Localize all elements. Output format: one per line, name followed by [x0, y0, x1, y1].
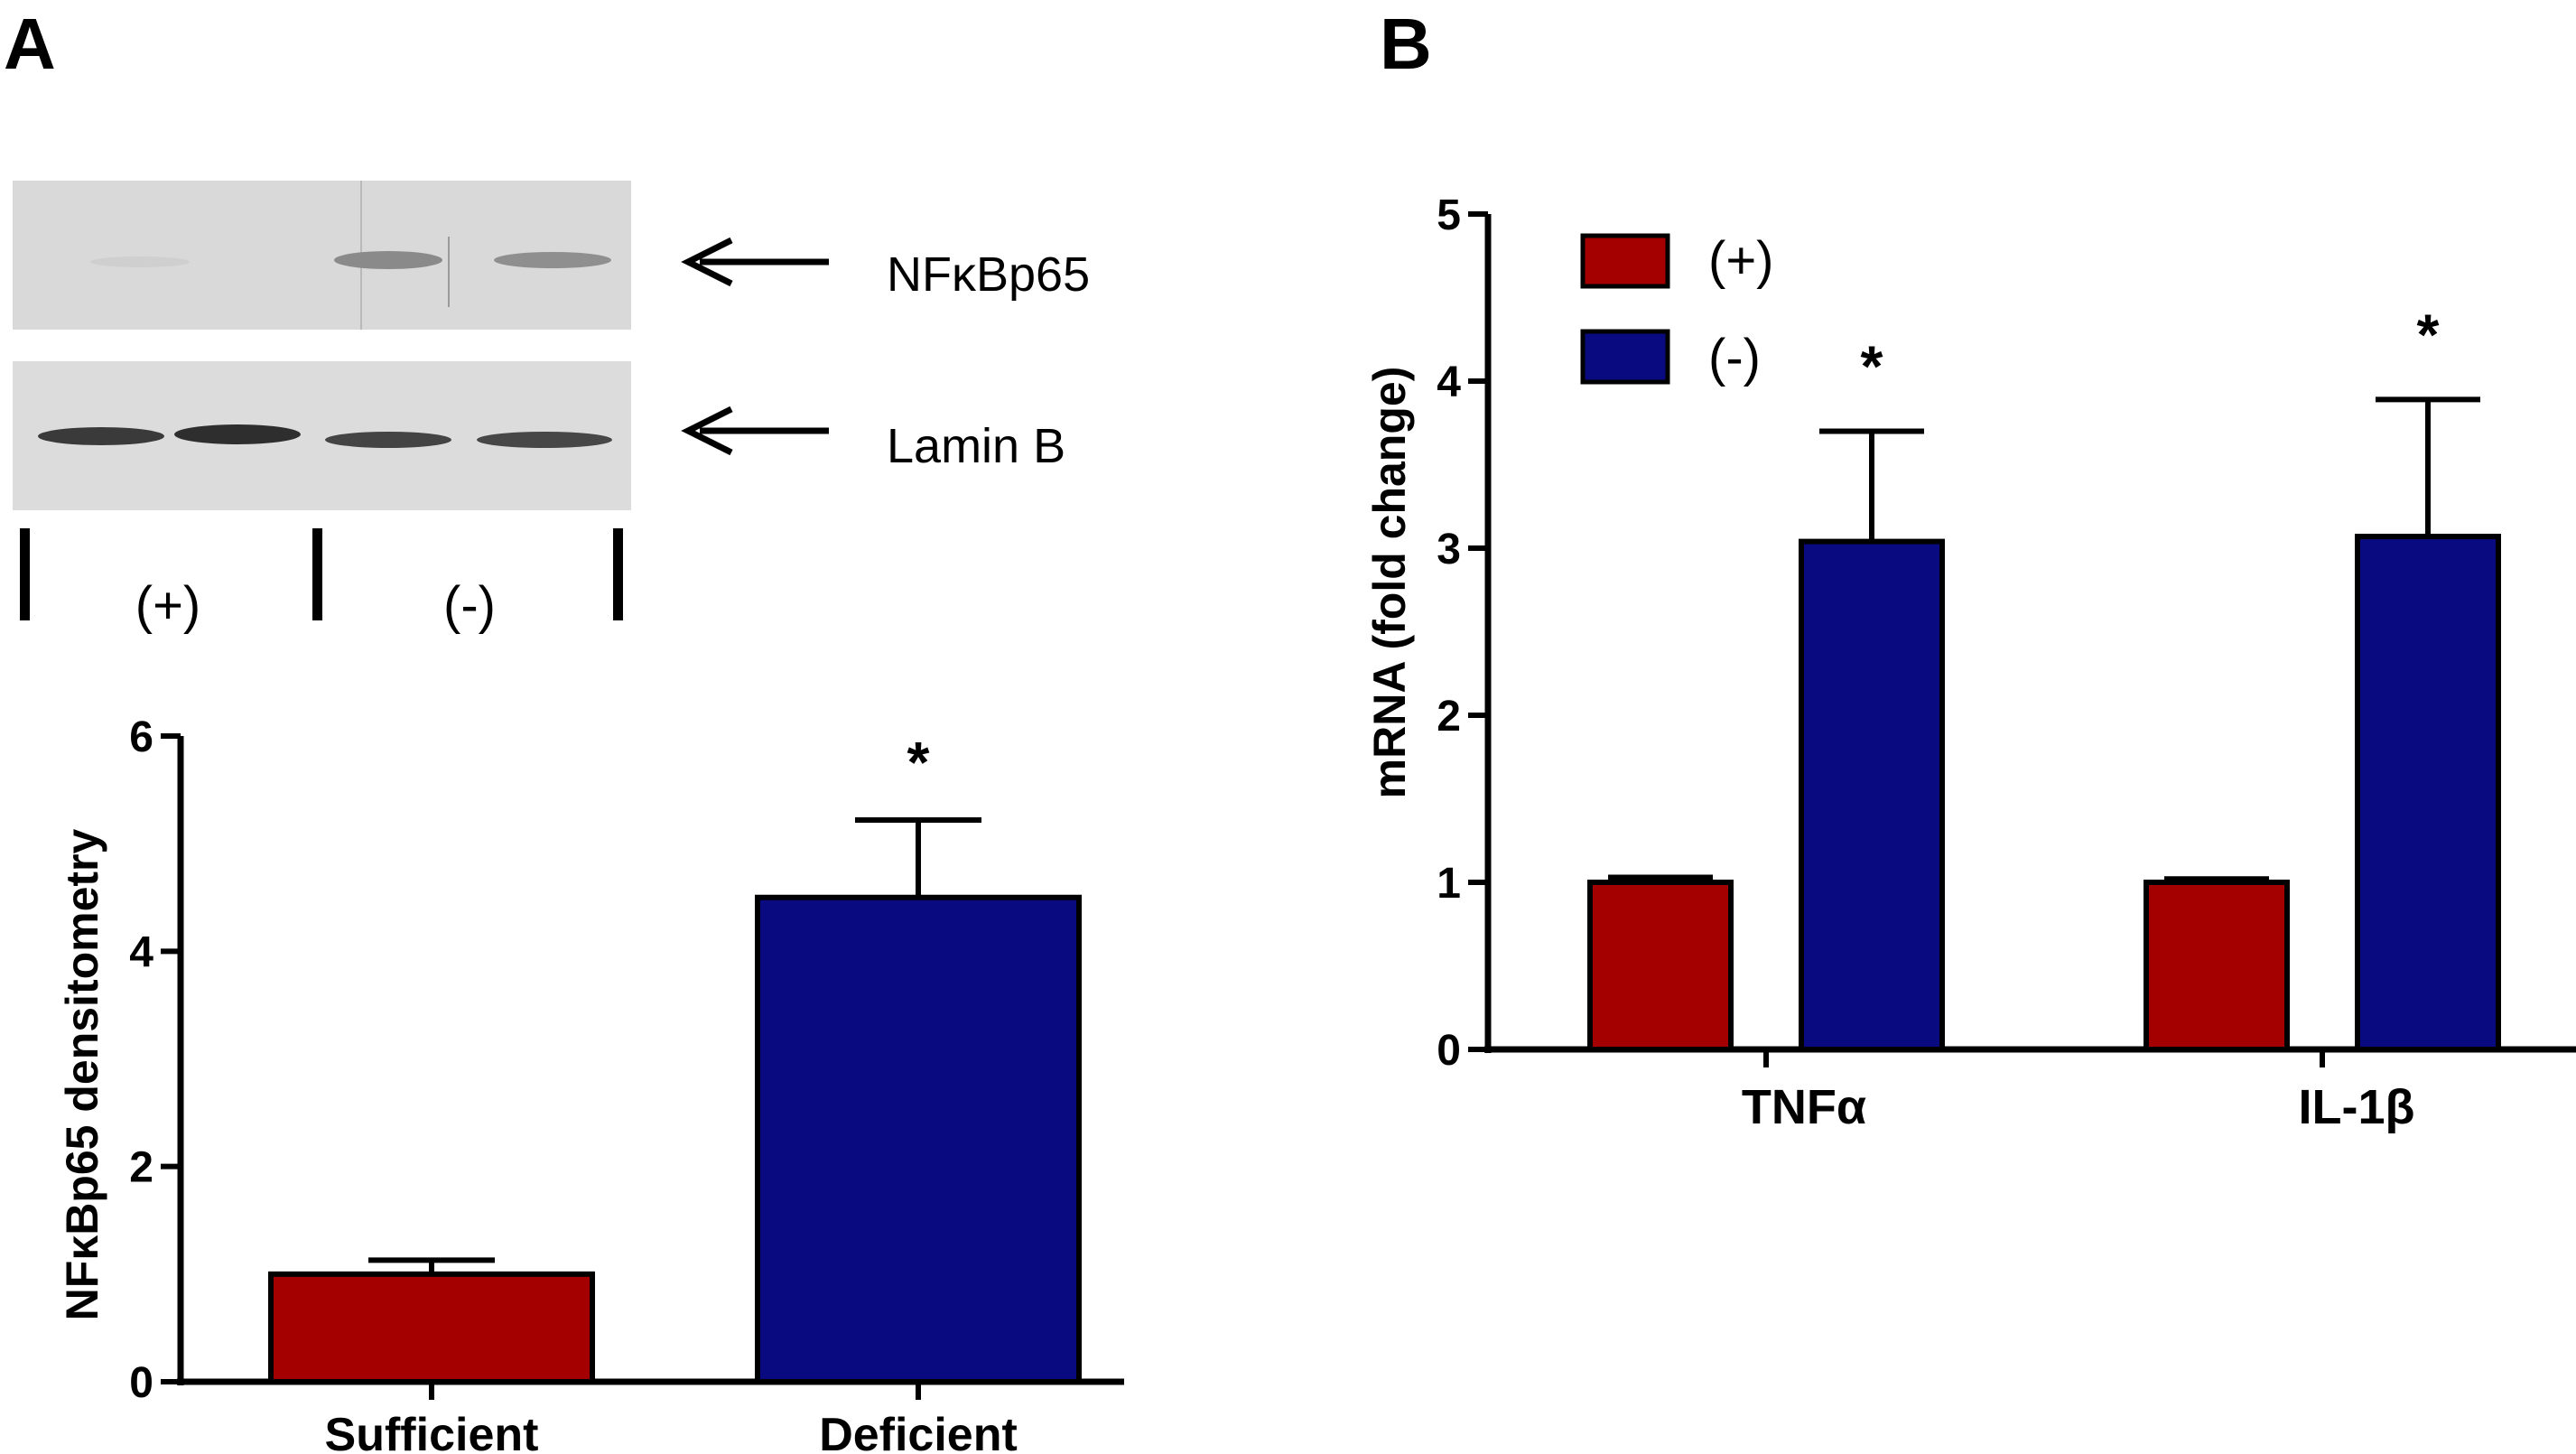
chart-a-x-tick-label: Sufficient [325, 1409, 539, 1454]
p65-band [494, 252, 611, 268]
chart-a: NFκBp65 densitometry 0 2 4 6 Sufficient Defic… [57, 713, 1124, 1454]
p65-band [90, 256, 190, 267]
chart-b-y-tick-label: 0 [1437, 1027, 1461, 1075]
legend-swatch-minus [1580, 329, 1670, 385]
legend-swatch-plus [1580, 233, 1670, 289]
lane-divider [613, 528, 623, 620]
chart-a-bar [268, 1271, 595, 1385]
chart-b-ylabel: mRNA (fold change) [1364, 367, 1415, 799]
p65-band [334, 251, 442, 269]
lane-divider [312, 528, 322, 620]
lamin-band [477, 432, 612, 448]
blot-label-lamin: Lamin B [887, 419, 1065, 473]
chart-b-bar [2144, 880, 2290, 1052]
lane-divider [20, 528, 30, 620]
chart-b-y-tick-label: 5 [1437, 191, 1461, 239]
chart-a-x-tick-label: Deficient [819, 1409, 1018, 1454]
arrow-icon [681, 237, 829, 287]
western-blot: NFκBp65 Lamin B (+) (-) [13, 181, 1090, 635]
chart-b: mRNA (fold change) (+) (-) 0 1 2 3 4 5 TNFα IL-… [1364, 191, 2576, 1134]
chart-a-bar [755, 894, 1082, 1384]
chart-a-y-tick-label: 0 [129, 1359, 153, 1407]
chart-a-y-tick-label: 6 [129, 713, 153, 761]
chart-b-significance-star: * [2417, 302, 2440, 367]
legend: (+) (-) [1580, 231, 1774, 387]
chart-b-significance-star: * [1861, 334, 1883, 399]
panel-b-letter: B [1380, 4, 1432, 84]
chart-b-x-tick-label: IL-1β [2299, 1080, 2415, 1134]
chart-a-y-tick-label: 4 [129, 928, 153, 976]
chart-b-y-tick-label: 2 [1437, 693, 1461, 741]
chart-b-bar [1799, 538, 1945, 1052]
blot-label-p65: NFκBp65 [887, 247, 1090, 302]
lane-label-minus: (-) [443, 576, 496, 635]
chart-b-x-tick-label: TNFα [1742, 1080, 1866, 1134]
lamin-band [174, 424, 301, 444]
legend-label-minus: (-) [1708, 329, 1761, 387]
chart-a-ylabel: NFκBp65 densitometry [57, 828, 107, 1320]
chart-b-y-tick-label: 3 [1437, 526, 1461, 573]
chart-b-y-tick-label: 4 [1437, 359, 1461, 406]
chart-a-y-tick-label: 2 [129, 1144, 153, 1192]
chart-b-bar [1587, 880, 1734, 1052]
panel-a-letter: A [4, 4, 56, 84]
lane-label-plus: (+) [135, 576, 201, 635]
lamin-band [38, 427, 164, 445]
arrow-icon [681, 405, 829, 456]
chart-a-significance-star: * [907, 730, 930, 795]
legend-label-plus: (+) [1708, 231, 1774, 290]
lamin-band [325, 432, 451, 448]
chart-b-bar [2355, 534, 2501, 1052]
chart-b-y-tick-label: 1 [1437, 860, 1461, 908]
